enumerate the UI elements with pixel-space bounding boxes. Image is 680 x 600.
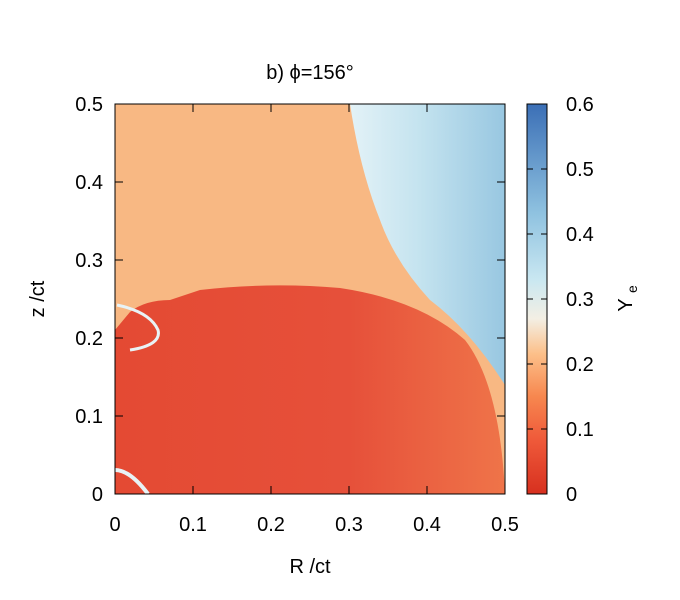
colorbar-label: Y e [615, 285, 640, 312]
colorbar-tick-label: 0.2 [566, 354, 594, 376]
colorbar-label-main: Y [615, 298, 637, 311]
colorbar-tick-label: 0.1 [566, 419, 594, 441]
x-tick-label: 0.4 [413, 514, 441, 536]
y-tick-label: 0.4 [75, 172, 103, 194]
y-tick-label: 0.2 [75, 328, 103, 350]
x-axis-label: R /ct [289, 556, 331, 578]
colorbar-tick-label: 0.6 [566, 94, 594, 116]
colorbar-label-subscript: e [624, 285, 640, 293]
y-tick-label: 0.1 [75, 406, 103, 428]
heatmap-region-dense-torus [115, 285, 505, 494]
colorbar-ticks: 0 0.1 0.2 0.3 0.4 0.5 0.6 [527, 94, 594, 506]
y-tick-label: 0.5 [75, 94, 103, 116]
heatmap [115, 104, 505, 494]
colorbar-tick-label: 0.4 [566, 224, 594, 246]
plot-frame [114, 103, 506, 495]
x-tick-label: 0.2 [257, 514, 285, 536]
x-tick-label: 0.5 [491, 514, 519, 536]
heatmap-axis-wisp [115, 468, 150, 494]
y-axis-label: z /ct [27, 280, 49, 317]
x-tick-label: 0.1 [179, 514, 207, 536]
y-tick-label: 0 [92, 484, 103, 506]
colorbar-tick-label: 0.3 [566, 289, 594, 311]
x-tick-label: 0.3 [335, 514, 363, 536]
colorbar-tick-label: 0.5 [566, 159, 594, 181]
heatmap-region-polar-wind [350, 104, 505, 385]
x-axis-ticks: 0 0.1 0.2 0.3 0.4 0.5 [109, 104, 519, 536]
x-tick-label: 0 [109, 514, 120, 536]
chart-title: b) ϕ=156° [266, 62, 354, 84]
colorbar-tick-label: 0 [566, 484, 577, 506]
y-tick-label: 0.3 [75, 250, 103, 272]
y-axis-ticks: 0 0.1 0.2 0.3 0.4 0.5 [75, 94, 505, 506]
heatmap-filament [116, 303, 160, 352]
